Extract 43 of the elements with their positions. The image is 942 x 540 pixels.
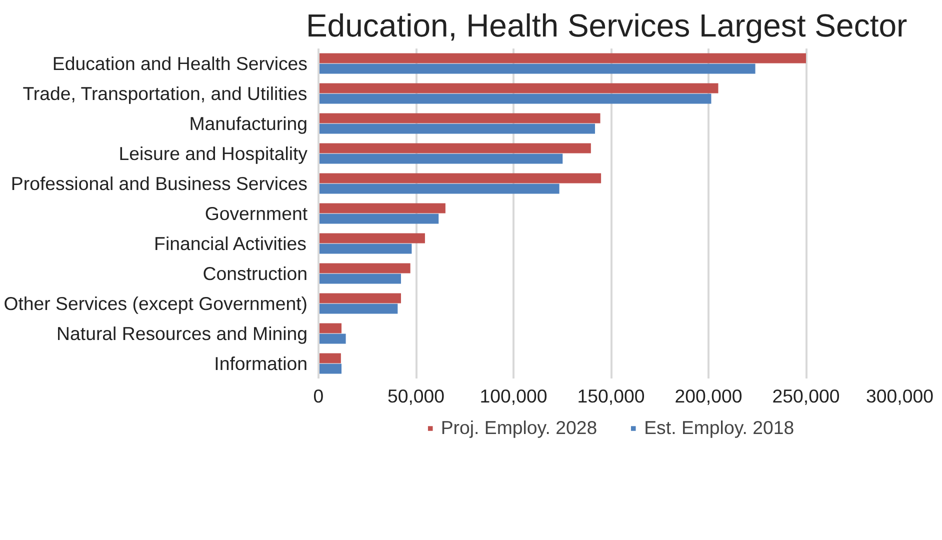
bar (318, 293, 401, 304)
x-tick-label: 150,000 (577, 386, 645, 406)
bar (318, 304, 398, 314)
x-tick-label: 250,000 (772, 386, 840, 406)
bar (318, 154, 563, 164)
y-tick-label: Government (204, 203, 308, 224)
chart-title: Education, Health Services Largest Sector (306, 8, 908, 44)
bar (318, 53, 806, 64)
bar (318, 364, 342, 374)
legend-label: Est. Employ. 2018 (644, 416, 794, 438)
x-tick-label: 300,000 (866, 386, 934, 406)
legend-label: Proj. Employ. 2028 (440, 416, 598, 438)
bar (318, 83, 718, 94)
bar (318, 173, 602, 184)
x-tick-label: 0 (313, 386, 324, 406)
bar (318, 323, 342, 334)
bar (318, 64, 756, 74)
bar (318, 113, 600, 124)
y-tick-label: Professional and Business Services (10, 173, 308, 194)
y-tick-label: Construction (202, 263, 308, 284)
bar (318, 233, 425, 244)
y-tick-label: Natural Resources and Mining (56, 323, 308, 344)
bar (318, 143, 591, 154)
bar (318, 334, 346, 344)
y-tick-label: Other Services (except Government) (4, 293, 308, 314)
y-tick-label: Education and Health Services (52, 53, 308, 74)
x-tick-label: 100,000 (480, 386, 548, 406)
bar (318, 94, 712, 104)
bar (318, 263, 410, 274)
x-tick-label: 200,000 (674, 386, 742, 406)
bar (318, 184, 560, 194)
y-tick-label: Leisure and Hospitality (118, 143, 308, 164)
y-tick-label: Manufacturing (189, 113, 308, 134)
bar (318, 353, 341, 364)
y-tick-label: Trade, Transportation, and Utilities (22, 83, 308, 104)
y-tick-label: Information (214, 353, 308, 374)
bar (318, 274, 401, 284)
x-tick-label: 50,000 (387, 386, 445, 406)
bar (318, 203, 446, 214)
bar (318, 214, 439, 224)
bar (318, 244, 412, 254)
y-tick-label: Financial Activities (154, 233, 306, 254)
bar (318, 124, 596, 134)
